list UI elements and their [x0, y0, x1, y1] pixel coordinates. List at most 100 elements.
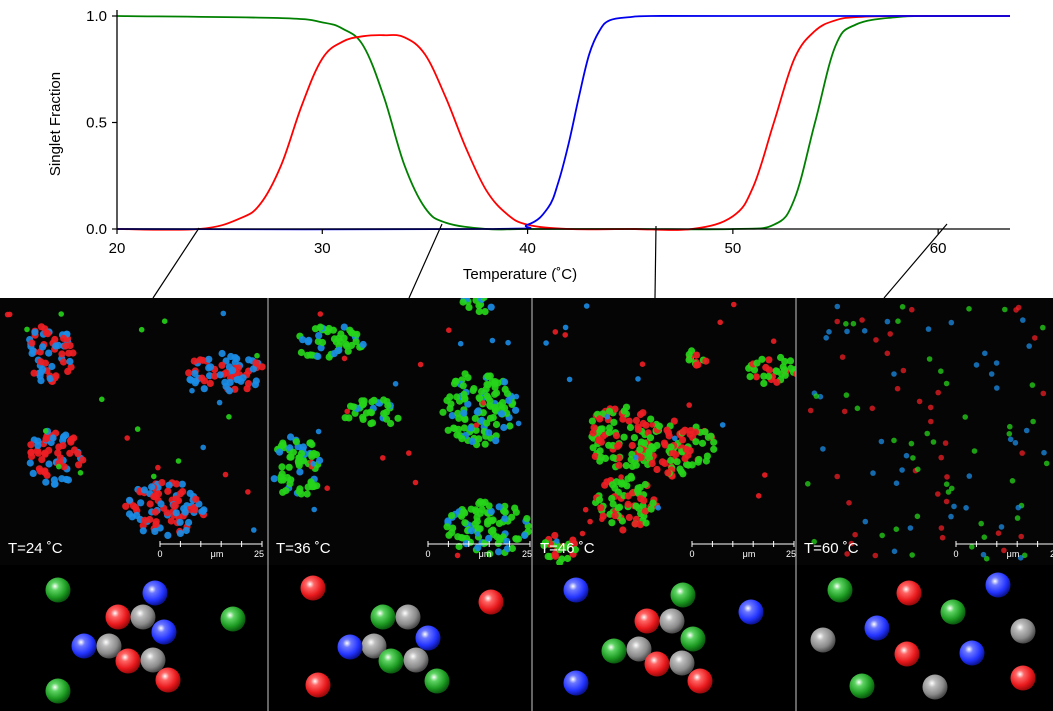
particle-dot — [479, 409, 487, 417]
particle-dot — [620, 407, 628, 415]
particle-dot — [151, 527, 159, 536]
particle-dot — [679, 428, 687, 436]
particle-dot — [303, 490, 311, 498]
particle-dot — [625, 417, 633, 425]
gray-sphere — [403, 647, 429, 673]
temperature-label: T=46 ˚C — [540, 540, 595, 557]
particle-dot — [485, 502, 493, 510]
particle-dot — [683, 460, 691, 468]
particle-dot — [342, 340, 350, 348]
particle-dot — [251, 527, 257, 533]
gray-sphere — [659, 608, 685, 634]
particle-dot — [28, 339, 36, 347]
particle-dot — [523, 515, 531, 523]
red-sphere — [300, 575, 326, 601]
particle-dot — [1019, 450, 1025, 456]
particle-dot — [58, 475, 66, 483]
particle-dot — [483, 392, 491, 400]
particle-dot — [695, 455, 703, 464]
particle-dot — [285, 463, 293, 471]
particle-dot — [198, 374, 206, 382]
particle-dot — [762, 363, 770, 372]
particle-dot — [315, 428, 322, 435]
particle-dot — [511, 504, 519, 512]
particle-dot — [637, 495, 645, 503]
scale-bar-unit: μm — [1007, 549, 1020, 559]
particle-dot — [649, 422, 656, 428]
gray-sphere — [626, 636, 652, 662]
particle-dot — [834, 318, 840, 325]
particle-dot — [995, 530, 1002, 536]
temperature-label: T=60 ˚C — [804, 540, 859, 557]
particle-dot — [468, 437, 476, 445]
particle-dot — [685, 356, 693, 364]
particle-dot — [685, 350, 693, 359]
particle-dot — [497, 410, 506, 418]
particle-dot — [439, 408, 447, 416]
particle-dot — [887, 331, 893, 337]
particle-dot — [38, 456, 46, 464]
series-line-0 — [116, 15, 1011, 231]
particle-dot — [626, 423, 635, 432]
particle-dot — [962, 414, 968, 420]
particle-dot — [1007, 436, 1014, 443]
particle-dot — [387, 419, 395, 428]
particle-dot — [35, 465, 44, 473]
particle-dot — [938, 368, 944, 375]
particle-dot — [152, 520, 160, 528]
particle-field — [805, 303, 1050, 562]
particle-dot — [963, 505, 969, 511]
particle-dot — [77, 470, 84, 476]
particle-dot — [717, 319, 723, 326]
particle-dot — [39, 343, 47, 351]
particle-dot — [1002, 306, 1008, 313]
particle-dot — [612, 432, 621, 440]
particle-dot — [884, 318, 891, 325]
particle-dot — [596, 415, 604, 423]
particle-dot — [591, 452, 599, 460]
particle-dot — [182, 526, 190, 535]
particle-dot — [631, 520, 639, 528]
particle-dot — [655, 505, 661, 511]
particle-dot — [445, 531, 453, 539]
particle-dot — [843, 392, 850, 398]
particle-dot — [56, 463, 62, 470]
particle-dot — [292, 438, 300, 446]
particle-dot — [211, 372, 219, 380]
particle-dot — [569, 536, 577, 544]
particle-dot — [834, 303, 841, 310]
particle-field — [540, 301, 796, 565]
particle-dot — [384, 401, 392, 410]
particle-dot — [296, 458, 304, 466]
particle-dot — [630, 434, 639, 442]
particle-dot — [455, 542, 463, 551]
gray-sphere — [130, 604, 156, 630]
particle-dot — [943, 481, 950, 488]
particle-dot — [597, 504, 605, 512]
particle-dot — [176, 518, 184, 526]
particle-dot — [196, 356, 204, 364]
particle-dot — [615, 454, 623, 462]
particle-dot — [380, 396, 388, 404]
particle-dot — [554, 538, 560, 544]
particle-dot — [26, 459, 34, 467]
particle-dot — [622, 462, 630, 470]
particle-dot — [746, 373, 754, 381]
particle-dot — [233, 355, 241, 363]
particle-dot — [56, 454, 64, 462]
particle-dot — [634, 487, 642, 495]
particle-dot — [134, 426, 141, 432]
blue-sphere — [415, 625, 441, 651]
particle-dot — [473, 422, 480, 429]
particle-dot — [879, 532, 885, 539]
particle-dot — [624, 500, 632, 508]
particle-dot — [753, 359, 761, 367]
particle-dot — [758, 355, 766, 363]
particle-dot — [1043, 460, 1050, 467]
particle-dot — [324, 485, 331, 492]
particle-dot — [148, 483, 156, 491]
particle-dot — [66, 437, 75, 445]
particle-dot — [191, 506, 199, 514]
particle-dot — [627, 456, 635, 464]
particle-dot — [772, 367, 780, 375]
